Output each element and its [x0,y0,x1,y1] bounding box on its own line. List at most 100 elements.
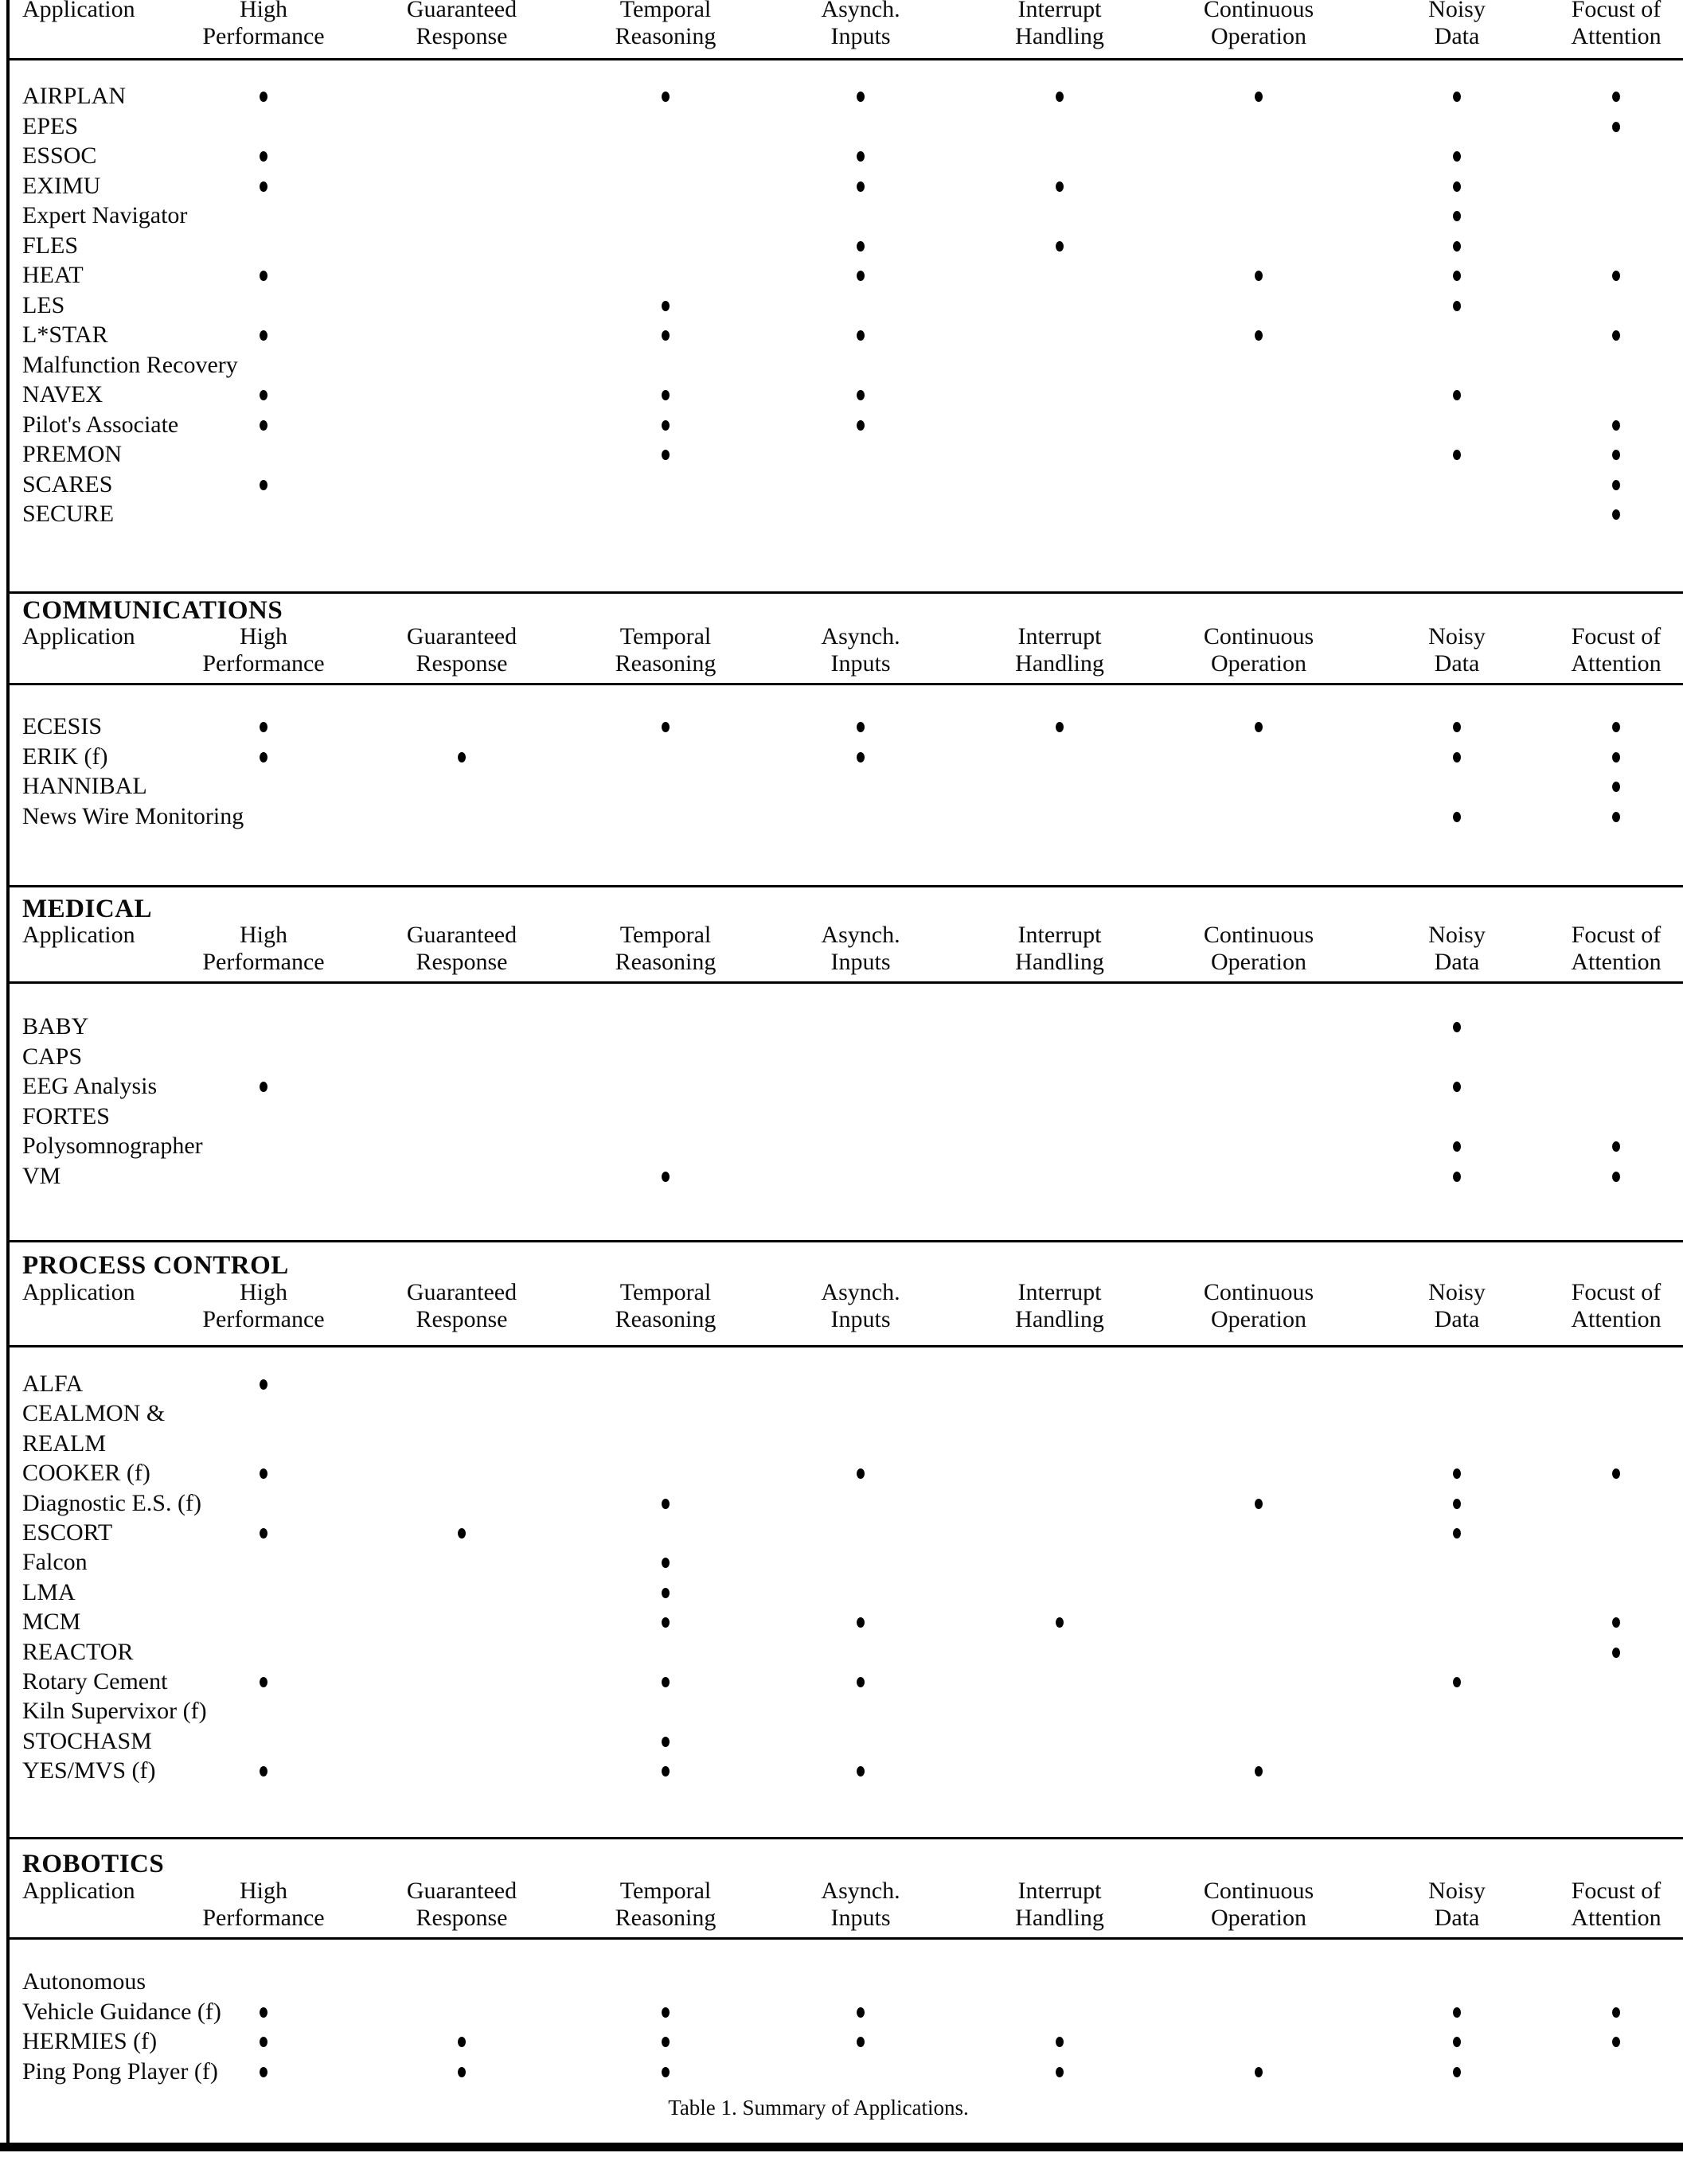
column-header-temporal-reasoning: Temporal Reasoning [562,1279,769,1333]
dot-heat-high-performance [260,271,267,281]
column-header-line1: High [240,1878,287,1904]
column-header-line1: Continuous [1203,1878,1314,1904]
dot-rotary-cement-high-performance [260,1677,267,1687]
dot-rotary-cement-noisy-data [1453,1677,1461,1687]
column-header-line2: Inputs [830,1306,891,1332]
dot-hermies-f-focust-of-attention [1612,2037,1620,2047]
column-header-line2: Operation [1211,1905,1306,1931]
dot-pilot-s-associate-asynch-inputs [857,419,865,431]
column-header-line2: Performance [202,23,325,49]
row-l-star: L*STAR [22,322,108,348]
table-left-border [6,0,10,2151]
dot-cooker-f-noisy-data [1453,1468,1461,1480]
row-lma: LMA [22,1578,76,1605]
column-header-interrupt-handling: Interrupt Handling [956,1279,1163,1333]
dot-eximu-noisy-data [1453,181,1461,192]
row-eximu: EXIMU [22,172,101,199]
row-hannibal: HANNIBAL [22,773,147,799]
header-underline [6,683,1683,685]
column-header-line1: High [240,922,287,948]
dot-premon-temporal-reasoning [662,450,670,460]
dot-erik-f-noisy-data [1453,751,1461,762]
dot-vehicle-guidance-f-temporal-reasoning [662,2007,670,2018]
column-header-interrupt-handling: Interrupt Handling [956,922,1163,976]
row-kiln-supervixor-f: Kiln Supervixor (f) [22,1698,207,1725]
table-caption: Table 1. Summary of Applications. [668,2096,969,2120]
dot-mcm-interrupt-handling [1056,1617,1064,1628]
dot-scares-focust-of-attention [1612,479,1620,490]
dot-rotary-cement-asynch-inputs [857,1677,865,1687]
column-header-line1: Asynch. [821,0,900,22]
column-header-interrupt-handling: Interrupt Handling [956,0,1163,50]
column-header-line2: Reasoning [615,23,717,49]
row-news-wire-monitoring: News Wire Monitoring [22,802,244,829]
dot-hermies-f-interrupt-handling [1056,2037,1064,2047]
column-header-line1: Continuous [1203,922,1314,948]
column-header-line1: Asynch. [821,1878,900,1904]
row-escort: ESCORT [22,1519,113,1546]
dot-l-star-high-performance [260,330,267,341]
column-header-asynch-inputs: Asynch. Inputs [757,1878,964,1932]
application-column-header: Application [22,1279,135,1305]
column-header-line2: Reasoning [615,1306,717,1332]
dot-l-star-temporal-reasoning [662,330,670,341]
dot-yes-mvs-f-continuous-operation [1255,1766,1263,1777]
dot-yes-mvs-f-asynch-inputs [857,1766,865,1777]
column-header-line2: Handling [1015,650,1104,677]
dot-baby-noisy-data [1453,1022,1461,1032]
column-header-line2: Reasoning [615,949,717,975]
dot-ping-pong-player-f-interrupt-handling [1056,2066,1064,2077]
dot-airplan-temporal-reasoning [662,92,670,102]
dot-eximu-high-performance [260,181,267,192]
dot-news-wire-monitoring-focust-of-attention [1612,811,1620,822]
dot-ecesis-noisy-data [1453,722,1461,732]
column-header-noisy-data: Noisy Data [1353,1878,1560,1932]
column-header-focust-of-attention: Focust of Attention [1513,623,1683,677]
dot-navex-noisy-data [1453,390,1461,400]
row-erik-f: ERIK (f) [22,743,108,770]
dot-lma-temporal-reasoning [662,1587,670,1598]
dot-cooker-f-asynch-inputs [857,1468,865,1480]
dot-erik-f-asynch-inputs [857,751,865,762]
section-title-medical: MEDICAL [22,895,153,923]
dot-erik-f-guaranteed-response [458,751,466,762]
column-header-line2: Data [1434,949,1480,975]
row-caps: CAPS [22,1043,83,1070]
row-polysomnographer: Polysomnographer [22,1133,203,1159]
column-header-line2: Performance [202,949,325,975]
column-header-line2: Attention [1571,650,1662,677]
dot-heat-asynch-inputs [857,271,865,281]
column-header-line2: Data [1434,650,1480,677]
dot-les-noisy-data [1453,300,1461,311]
column-header-line1: Asynch. [821,922,900,948]
column-header-line2: Handling [1015,949,1104,975]
dot-secure-focust-of-attention [1612,509,1620,520]
section-title-communications: COMMUNICATIONS [22,596,283,625]
header-underline [6,981,1683,984]
row-cooker-f: COOKER (f) [22,1460,150,1487]
dot-airplan-focust-of-attention [1612,92,1620,102]
dot-premon-focust-of-attention [1612,450,1620,460]
column-header-guaranteed-response: Guaranteed Response [358,623,565,677]
column-header-line2: Data [1434,1905,1480,1931]
column-header-line2: Operation [1211,1306,1306,1332]
dot-rotary-cement-temporal-reasoning [662,1677,670,1687]
row-mcm: MCM [22,1609,81,1636]
row-reactor: REACTOR [22,1638,134,1665]
dot-cooker-f-high-performance [260,1468,267,1480]
column-header-temporal-reasoning: Temporal Reasoning [562,922,769,976]
column-header-asynch-inputs: Asynch. Inputs [757,0,964,50]
dot-navex-asynch-inputs [857,390,865,400]
row-fortes: FORTES [22,1102,110,1129]
dot-navex-temporal-reasoning [662,390,670,400]
column-header-line1: Guaranteed [406,0,517,22]
dot-falcon-temporal-reasoning [662,1558,670,1569]
section-divider-line [6,1837,1683,1839]
column-header-line2: Operation [1211,650,1306,677]
dot-pilot-s-associate-high-performance [260,419,267,431]
row-pilot-s-associate: Pilot's Associate [22,411,179,438]
column-header-line2: Inputs [830,1905,891,1931]
column-header-line1: Guaranteed [406,1279,517,1305]
row-epes: EPES [22,112,79,139]
column-header-line2: Handling [1015,1905,1104,1931]
